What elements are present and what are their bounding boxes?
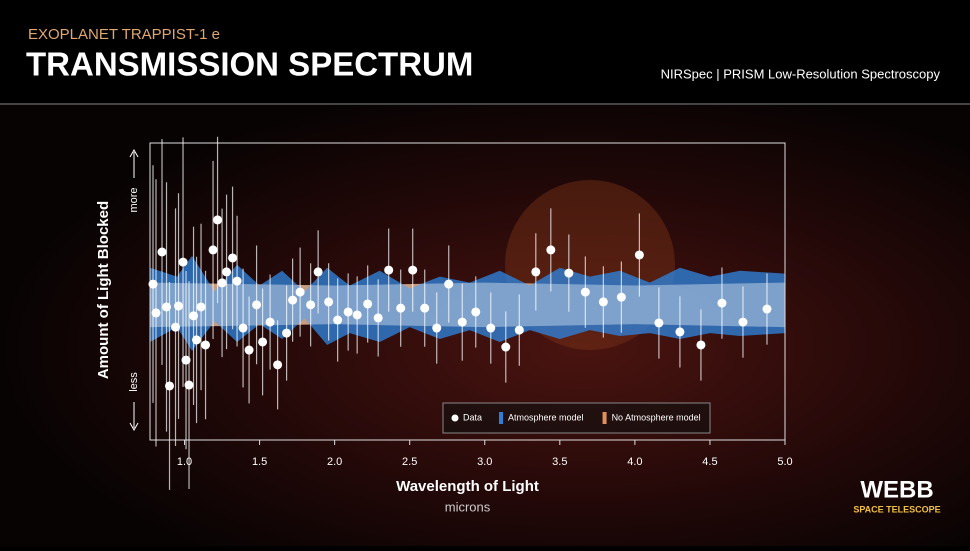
data-point bbox=[396, 303, 406, 313]
data-point bbox=[228, 253, 238, 263]
data-point bbox=[501, 342, 511, 352]
data-point bbox=[184, 380, 194, 390]
data-point bbox=[196, 302, 206, 312]
data-point bbox=[238, 323, 248, 333]
data-point bbox=[192, 335, 202, 345]
data-point bbox=[151, 308, 161, 318]
legend-box bbox=[442, 402, 711, 434]
y-top-label: more bbox=[128, 187, 140, 212]
data-point bbox=[384, 265, 394, 275]
model-band bbox=[150, 255, 785, 351]
y-axis-label: Amount of Light Blocked bbox=[95, 201, 112, 379]
legend-marker bbox=[451, 414, 459, 422]
x-tick-label: 4.0 bbox=[627, 456, 642, 468]
data-point bbox=[717, 298, 727, 308]
x-tick-label: 1.0 bbox=[177, 456, 192, 468]
x-tick-label: 3.0 bbox=[477, 456, 492, 468]
kicker: EXOPLANET TRAPPIST-1 e bbox=[28, 26, 220, 43]
data-point bbox=[295, 287, 305, 297]
x-tick-label: 2.5 bbox=[402, 456, 417, 468]
data-point bbox=[282, 328, 292, 338]
data-point bbox=[313, 267, 323, 277]
x-axis-unit: microns bbox=[445, 499, 491, 514]
data-point bbox=[174, 301, 184, 311]
y-bottom-label: less bbox=[128, 372, 140, 392]
data-point bbox=[546, 245, 556, 255]
data-point bbox=[675, 327, 685, 337]
x-tick-label: 5.0 bbox=[777, 456, 792, 468]
logo: WEBB bbox=[860, 476, 933, 503]
data-point bbox=[363, 299, 373, 309]
data-point bbox=[531, 267, 541, 277]
y-arrow-down bbox=[129, 402, 139, 432]
legend-swatch bbox=[602, 412, 607, 424]
data-point bbox=[213, 215, 223, 225]
data-point bbox=[171, 322, 181, 332]
data-point bbox=[654, 318, 664, 328]
data-point bbox=[343, 307, 353, 317]
instrument: NIRSpec | PRISM Low-Resolution Spectrosc… bbox=[661, 66, 941, 81]
data-point bbox=[373, 313, 383, 323]
data-point bbox=[457, 317, 467, 327]
legend-swatch bbox=[499, 412, 504, 424]
data-point bbox=[217, 278, 227, 288]
data-point bbox=[252, 300, 262, 310]
plot-frame bbox=[149, 142, 786, 441]
x-tick-label: 1.5 bbox=[252, 456, 267, 468]
data-point bbox=[265, 317, 275, 327]
data-point bbox=[420, 303, 430, 313]
legend-label: Atmosphere model bbox=[508, 412, 584, 422]
data-point bbox=[333, 315, 343, 325]
overlap-band bbox=[150, 282, 785, 328]
x-tick-label: 3.5 bbox=[552, 456, 567, 468]
data-point bbox=[444, 279, 454, 289]
data-point bbox=[762, 304, 772, 314]
data-point bbox=[189, 311, 199, 321]
x-axis-label: Wavelength of Light bbox=[396, 478, 539, 495]
legend-label: No Atmosphere model bbox=[612, 412, 701, 422]
data-point bbox=[232, 276, 242, 286]
data-point bbox=[324, 297, 334, 307]
data-point bbox=[288, 295, 298, 305]
data-point bbox=[258, 337, 268, 347]
data-point bbox=[201, 340, 211, 350]
data-point bbox=[165, 381, 175, 391]
data-point bbox=[616, 292, 626, 302]
data-point bbox=[352, 310, 362, 320]
y-arrow-up bbox=[129, 148, 139, 178]
data-point bbox=[514, 325, 524, 335]
data-point bbox=[564, 268, 574, 278]
data-point bbox=[157, 247, 167, 257]
data-point bbox=[580, 287, 590, 297]
data-point bbox=[148, 279, 158, 289]
x-tick-label: 2.0 bbox=[327, 456, 342, 468]
data-point bbox=[306, 300, 316, 310]
data-point bbox=[738, 317, 748, 327]
data-point bbox=[273, 360, 283, 370]
data-point bbox=[208, 245, 218, 255]
data-point bbox=[634, 250, 644, 260]
data-point bbox=[162, 302, 172, 312]
data-point bbox=[408, 265, 418, 275]
data-point bbox=[486, 323, 496, 333]
data-point bbox=[598, 297, 608, 307]
title: TRANSMISSION SPECTRUM bbox=[26, 46, 473, 83]
data-point bbox=[244, 345, 254, 355]
data-point bbox=[696, 340, 706, 350]
legend-label: Data bbox=[463, 412, 482, 422]
logo-subtitle: SPACE TELESCOPE bbox=[853, 504, 940, 514]
data-point bbox=[181, 355, 191, 365]
data-point bbox=[222, 267, 232, 277]
data-point bbox=[471, 307, 481, 317]
data-point bbox=[178, 257, 188, 267]
data-point bbox=[432, 323, 442, 333]
x-tick-label: 4.5 bbox=[702, 456, 717, 468]
